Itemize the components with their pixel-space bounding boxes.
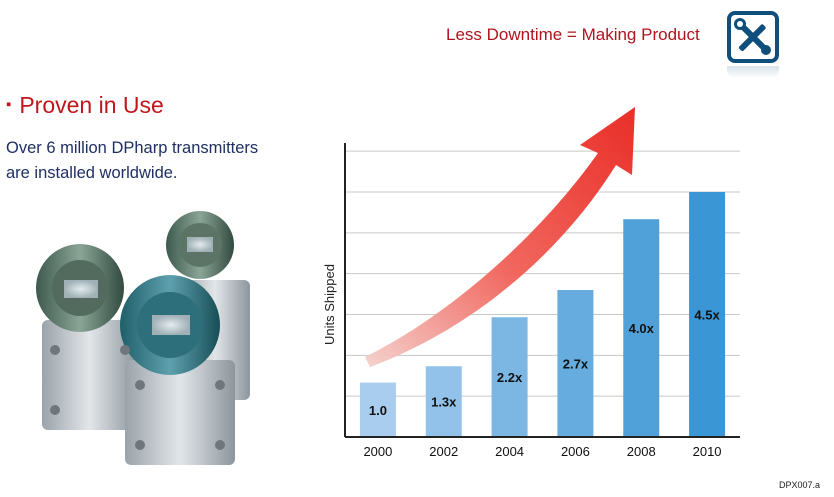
value-label-2004: 2.2x [497, 370, 523, 385]
body-line-2: are installed worldwide. [6, 164, 178, 182]
value-label-2008: 4.0x [629, 321, 655, 336]
body-text: Over 6 million DPharp transmitters are i… [6, 136, 296, 186]
x-tick-label-2002: 2002 [429, 444, 458, 459]
x-tick-label-2008: 2008 [627, 444, 656, 459]
x-tick-label-2004: 2004 [495, 444, 524, 459]
wrench-screwdriver-icon [727, 11, 779, 63]
bar-2008 [623, 219, 660, 437]
value-label-2006: 2.7x [563, 357, 589, 372]
value-label-2002: 1.3x [431, 395, 457, 410]
bar-2002 [425, 366, 462, 437]
bar-2010 [689, 192, 726, 437]
x-tick-label-2006: 2006 [561, 444, 590, 459]
bar-chart: 1.0 2000 1.3x 2002 2.2x 2004 2.7x 2006 4.0x 2008 4… [322, 107, 740, 459]
y-axis-label: Units Shipped [322, 264, 337, 345]
document-code: DPX007.a [779, 480, 821, 490]
bar-2000 [359, 382, 396, 437]
heading-bullet: ▪ [6, 96, 12, 113]
tagline: Less Downtime = Making Product [446, 25, 700, 44]
x-tick-label-2010: 2010 [693, 444, 722, 459]
heading-title: Proven in Use [19, 92, 164, 118]
growth-arrow [365, 107, 635, 367]
bar-2006 [557, 290, 594, 437]
value-label-2010: 4.5x [694, 308, 720, 323]
pressure-transmitters-photo [36, 211, 250, 465]
badge-reflection [727, 66, 779, 78]
value-label-2000: 1.0 [369, 403, 387, 418]
x-tick-label-2000: 2000 [363, 444, 392, 459]
section-heading: ▪ Proven in Use [6, 92, 164, 119]
bar-2004 [491, 317, 528, 437]
body-line-1: Over 6 million DPharp transmitters [6, 139, 259, 157]
